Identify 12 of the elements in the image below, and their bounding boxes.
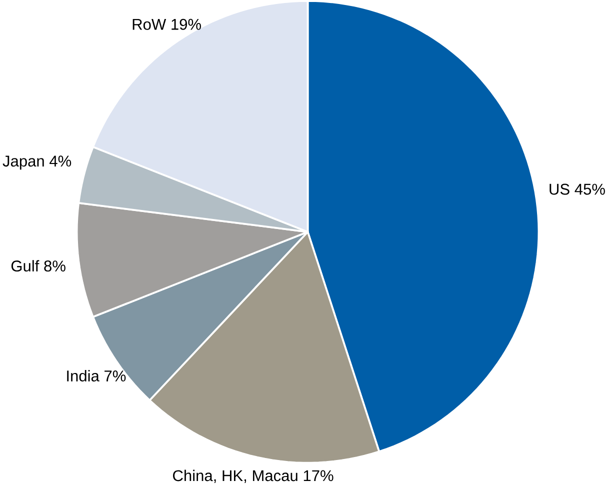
slice-label: Gulf	[11, 260, 40, 272]
slice-label: US	[550, 184, 570, 195]
data-label: 45%	[574, 184, 605, 195]
data-label: 19%	[172, 19, 201, 30]
data-label: 7%	[104, 370, 126, 382]
data-label: 17%	[304, 470, 334, 482]
slice-label: India	[67, 370, 100, 382]
slice-label: RoW	[132, 19, 166, 30]
data-label: 4%	[50, 156, 72, 167]
slice-label: Japan	[2, 156, 44, 170]
data-label: 8%	[44, 260, 66, 272]
slice-label: China, HK, Macau	[173, 470, 298, 484]
